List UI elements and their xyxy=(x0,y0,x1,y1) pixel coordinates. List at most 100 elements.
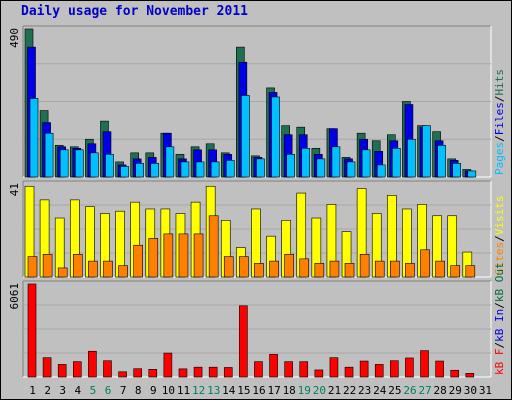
bar-sites-day-20 xyxy=(314,263,325,278)
x-tick-label: 22 xyxy=(343,384,356,397)
bar-kb-f-day-18 xyxy=(284,361,293,378)
bar-pages-day-4 xyxy=(74,149,84,178)
legend-entry: Hits xyxy=(493,69,506,96)
legend-entry: kB In xyxy=(493,309,506,342)
bar-kb-f-day-28 xyxy=(435,360,444,378)
x-tick-label: 17 xyxy=(267,384,280,397)
x-tick-label: 25 xyxy=(388,384,401,397)
bar-pages-day-7 xyxy=(120,166,129,178)
bar-pages-day-10 xyxy=(165,146,175,178)
series-legend: kB F/kB In/kB Out xyxy=(493,262,506,375)
bar-pages-day-13 xyxy=(210,161,220,178)
x-tick-label: 16 xyxy=(252,384,265,397)
legend-entry: Pages xyxy=(493,142,506,175)
bar-sites-day-25 xyxy=(390,260,400,278)
x-tick-label: 24 xyxy=(373,384,387,397)
x-tick-label: 26 xyxy=(403,384,416,397)
bar-pages-day-2 xyxy=(44,132,54,178)
bar-sites-day-5 xyxy=(88,260,98,278)
bar-sites-day-4 xyxy=(72,254,83,278)
bar-kb-f-day-20 xyxy=(314,369,324,378)
legend-entry: Files xyxy=(493,102,506,135)
bar-kb-f-day-21 xyxy=(329,357,339,378)
bar-sites-day-29 xyxy=(450,265,461,278)
bar-sites-day-1 xyxy=(27,256,38,278)
bar-sites-day-10 xyxy=(163,233,174,278)
x-tick-label: 29 xyxy=(449,384,462,397)
bar-sites-day-2 xyxy=(42,254,53,278)
bar-sites-day-13 xyxy=(208,215,219,278)
bar-sites-day-11 xyxy=(178,233,189,278)
bar-pages-day-28 xyxy=(437,144,446,178)
bar-kb-f-day-29 xyxy=(450,369,460,378)
bar-pages-day-21 xyxy=(331,146,341,178)
legend-entry: / xyxy=(493,96,506,103)
y-max-label: 490 xyxy=(8,28,21,48)
bar-kb-f-day-16 xyxy=(254,361,263,378)
x-tick-label: 10 xyxy=(162,384,175,397)
legend-entry: Sites xyxy=(493,242,506,275)
bar-kb-f-day-8 xyxy=(133,368,142,378)
x-tick-label: 15 xyxy=(237,384,250,397)
bar-pages-day-22 xyxy=(346,161,356,178)
bar-kb-f-day-17 xyxy=(269,353,278,378)
bar-sites-day-24 xyxy=(374,260,385,278)
chart-title: Daily usage for November 2011 xyxy=(21,4,248,19)
series-legend: Pages/Files/Hits xyxy=(493,69,506,175)
bar-pages-day-9 xyxy=(150,163,160,178)
bar-pages-day-14 xyxy=(225,160,235,178)
bar-pages-day-17 xyxy=(271,96,280,178)
x-tick-label: 9 xyxy=(150,384,157,397)
x-tick-label: 30 xyxy=(464,384,477,397)
y-max-label: 6061 xyxy=(8,283,21,310)
bar-kb-f-day-3 xyxy=(57,364,67,378)
bar-kb-f-day-1 xyxy=(27,283,37,378)
bar-sites-day-6 xyxy=(103,260,113,278)
bar-sites-day-18 xyxy=(284,254,294,278)
bar-pages-day-26 xyxy=(407,138,416,178)
bar-kb-f-day-9 xyxy=(148,369,158,378)
bar-kb-f-day-4 xyxy=(72,361,82,378)
bar-kb-f-day-24 xyxy=(374,364,384,378)
bar-pages-day-20 xyxy=(316,158,326,178)
bar-pages-day-18 xyxy=(286,154,295,178)
x-tick-label: 19 xyxy=(298,384,311,397)
bar-kb-f-day-25 xyxy=(390,360,399,378)
x-tick-label: 5 xyxy=(90,384,97,397)
bar-kb-f-day-11 xyxy=(178,368,188,378)
bar-kb-f-day-10 xyxy=(163,352,173,378)
bar-kb-f-day-19 xyxy=(299,361,309,378)
bar-sites-day-7 xyxy=(118,265,128,278)
bar-pages-day-6 xyxy=(105,154,114,178)
legend-entry: kB F xyxy=(493,349,506,376)
bar-kb-f-day-27 xyxy=(420,350,429,378)
x-tick-label: 6 xyxy=(105,384,112,397)
bar-pages-day-8 xyxy=(135,163,144,178)
x-tick-label: 1 xyxy=(29,384,36,397)
bar-kb-f-day-26 xyxy=(405,357,414,378)
legend-entry: Visits xyxy=(493,196,506,236)
x-tick-label: 12 xyxy=(192,384,205,397)
legend-entry: kB Out xyxy=(493,262,506,302)
bar-sites-day-22 xyxy=(344,263,355,278)
bar-sites-day-19 xyxy=(299,258,310,278)
bar-kb-f-day-23 xyxy=(359,360,369,378)
x-tick-label: 8 xyxy=(135,384,142,397)
bar-sites-day-3 xyxy=(57,267,68,278)
legend-entry: / xyxy=(493,342,506,349)
legend-entry: / xyxy=(493,302,506,309)
bar-kb-f-day-30 xyxy=(465,373,475,378)
bar-pages-day-5 xyxy=(90,152,99,178)
x-tick-label: 11 xyxy=(177,384,190,397)
bar-sites-day-23 xyxy=(359,254,370,278)
bar-pages-day-25 xyxy=(392,148,401,178)
x-tick-label: 31 xyxy=(479,384,492,397)
bar-sites-day-27 xyxy=(420,249,430,278)
bar-pages-day-23 xyxy=(361,149,371,178)
bar-sites-day-16 xyxy=(254,263,264,278)
panel-middle: 41 Sites/Visits xyxy=(8,180,506,278)
